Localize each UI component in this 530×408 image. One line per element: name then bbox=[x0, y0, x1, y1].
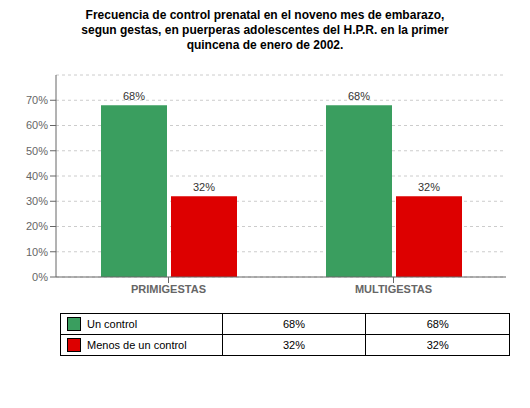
html-text:Un control: Un control bbox=[87, 318, 138, 331]
svg-text:32%: 32% bbox=[193, 181, 215, 193]
svg-text:50%: 50% bbox=[26, 145, 48, 157]
svg-text:20%: 20% bbox=[26, 220, 48, 232]
html-text:32%: 32% bbox=[283, 339, 305, 352]
html-text:Frecuencia de control prenatal: Frecuencia de control prenatal en el nov… bbox=[81, 8, 449, 52]
svg-text:0%: 0% bbox=[32, 271, 48, 283]
svg-text:10%: 10% bbox=[26, 246, 48, 258]
svg-text:40%: 40% bbox=[26, 170, 48, 182]
svg-text:PRIMIGESTAS: PRIMIGESTAS bbox=[131, 283, 206, 295]
svg-text:MULTIGESTAS: MULTIGESTAS bbox=[355, 283, 432, 295]
svg-text:30%: 30% bbox=[26, 195, 48, 207]
html-text:Menos de un control: Menos de un control bbox=[87, 339, 187, 352]
svg-text:60%: 60% bbox=[26, 119, 48, 131]
svg-text:70%: 70% bbox=[26, 94, 48, 106]
svg-text:68%: 68% bbox=[348, 90, 370, 102]
html-text:32%: 32% bbox=[426, 339, 449, 352]
svg-text:68%: 68% bbox=[123, 90, 145, 102]
html-text:68%: 68% bbox=[426, 318, 449, 330]
svg-text:32%: 32% bbox=[418, 181, 440, 193]
html-text:68%: 68% bbox=[283, 318, 305, 330]
